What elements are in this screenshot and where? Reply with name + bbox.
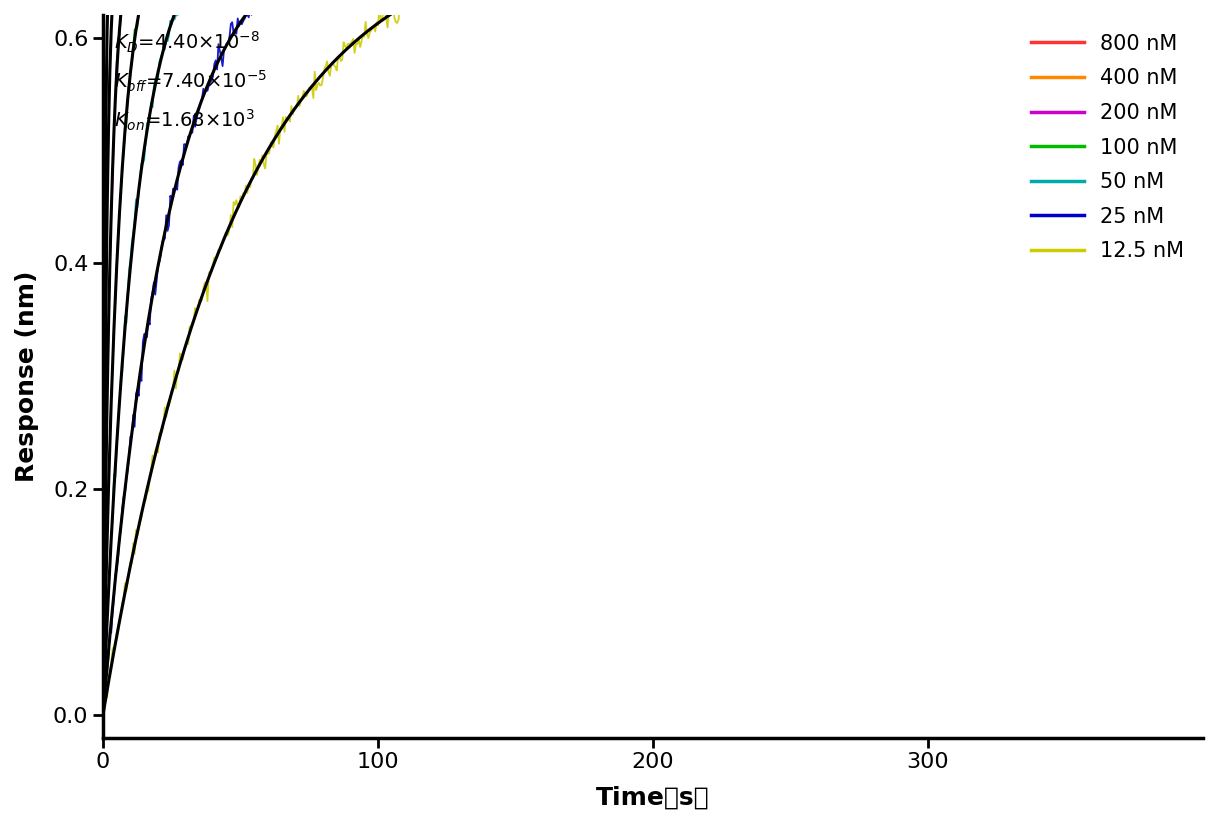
X-axis label: Time（s）: Time（s）	[596, 786, 710, 810]
Y-axis label: Response (nm): Response (nm)	[15, 271, 39, 482]
Legend: 800 nM, 400 nM, 200 nM, 100 nM, 50 nM, 25 nM, 12.5 nM: 800 nM, 400 nM, 200 nM, 100 nM, 50 nM, 2…	[1023, 26, 1192, 270]
Text: $K_D$=4.40×10$^{-8}$
$K_{off}$=7.40×10$^{-5}$
$K_{on}$=1.68×10$^{3}$: $K_D$=4.40×10$^{-8}$ $K_{off}$=7.40×10$^…	[114, 30, 267, 133]
